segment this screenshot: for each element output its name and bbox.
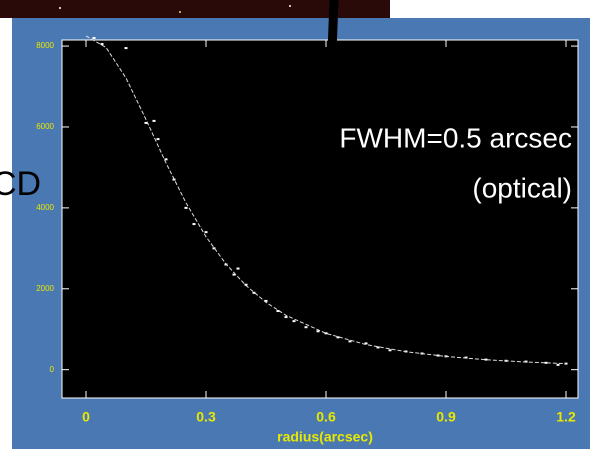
data-point (316, 330, 320, 333)
star (59, 7, 61, 9)
data-point (212, 247, 216, 250)
data-point (92, 36, 96, 39)
data-point (544, 361, 548, 364)
x-tick-label: 0.6 (316, 409, 336, 425)
data-point (184, 206, 188, 209)
y-tick-label: 2000 (36, 284, 54, 293)
y-tick-label: 8000 (36, 41, 54, 50)
data-point (164, 158, 168, 161)
data-point (284, 316, 288, 319)
data-point (232, 273, 236, 276)
star (289, 5, 291, 7)
fit-curve (85, 35, 567, 365)
data-point (376, 346, 380, 349)
data-point (388, 349, 392, 352)
y-tick-label: 0 (50, 365, 55, 374)
star (179, 11, 181, 13)
data-point (124, 47, 128, 50)
data-point (436, 354, 440, 357)
data-point (324, 332, 328, 335)
data-point (100, 43, 104, 46)
data-point (252, 291, 256, 294)
data-point (152, 119, 156, 122)
data-point (204, 231, 208, 234)
data-point (244, 283, 248, 286)
y-tick-label: 4000 (36, 203, 54, 212)
data-point (292, 320, 296, 323)
data-point (464, 356, 468, 359)
data-point (304, 326, 308, 329)
data-point (144, 121, 148, 124)
data-point (348, 340, 352, 343)
plot-area (61, 39, 579, 399)
data-point (192, 223, 196, 226)
y-tick-label: 6000 (36, 122, 54, 131)
x-tick-label: 1.2 (556, 409, 576, 425)
data-point (484, 358, 488, 361)
annotation: (optical) (472, 172, 572, 203)
x-tick-label: 0 (82, 409, 90, 425)
data-point (556, 363, 560, 366)
data-point (264, 299, 268, 302)
data-point (276, 310, 280, 313)
arrow-head (304, 59, 356, 106)
side-text: CD (0, 165, 41, 203)
annotation: FWHM=0.5 arcsec (339, 122, 572, 153)
data-point (336, 336, 340, 339)
data-point (364, 342, 368, 345)
data-point (156, 138, 160, 141)
data-point (236, 267, 240, 270)
x-axis-label: radius(arcsec) (277, 429, 373, 445)
plot-content (62, 35, 578, 398)
x-tick-label: 0.3 (196, 409, 216, 425)
x-tick-label: 0.9 (436, 409, 456, 425)
arrow-shaft (326, 0, 339, 79)
star-image (0, 0, 390, 18)
